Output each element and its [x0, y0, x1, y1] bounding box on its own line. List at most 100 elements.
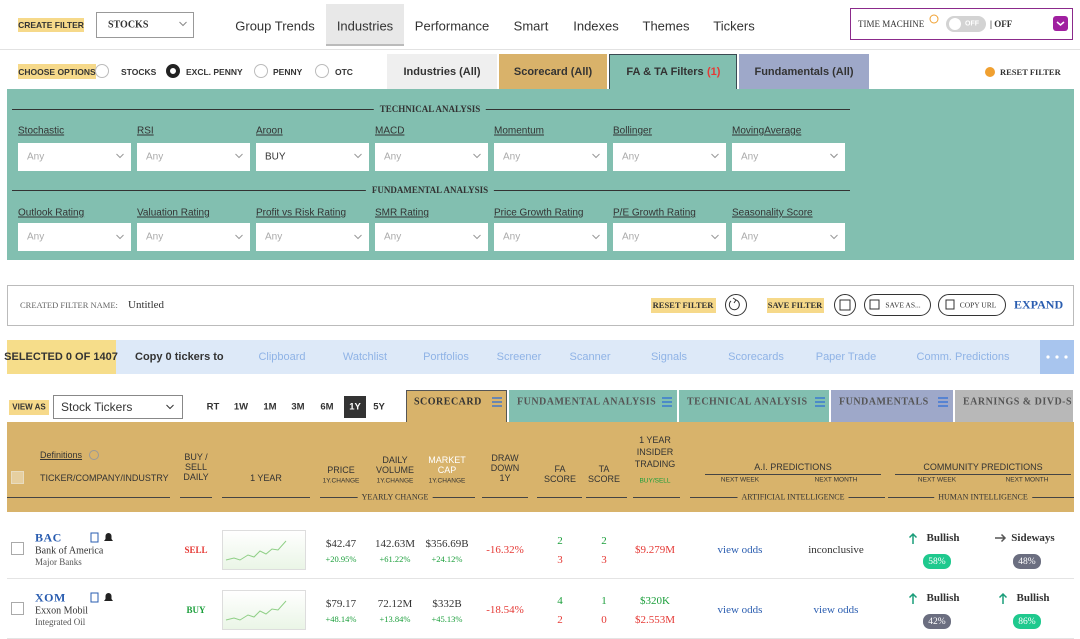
save-icon-button[interactable]: [834, 294, 856, 316]
save-as-button[interactable]: [864, 294, 931, 316]
nav-tab[interactable]: Industries: [336, 18, 394, 34]
copy-target[interactable]: Signals: [650, 351, 688, 363]
filter-label[interactable]: RSI: [137, 125, 154, 137]
nav-tab[interactable]: Smart: [513, 18, 549, 34]
filter-label[interactable]: Seasonality Score: [732, 207, 813, 219]
expand-button[interactable]: EXPAND: [1014, 297, 1064, 312]
radio[interactable]: [95, 64, 109, 78]
period-button[interactable]: 1M: [263, 401, 277, 413]
filter-dropdown[interactable]: [137, 143, 250, 171]
reset-button[interactable]: RESET FILTER: [652, 300, 714, 310]
period-button[interactable]: RT: [206, 401, 220, 413]
group-rule: [895, 474, 1071, 475]
group-label: YEARLY CHANGE: [357, 492, 433, 502]
select-all-checkbox[interactable]: [11, 471, 24, 484]
view-tab[interactable]: [831, 390, 953, 422]
nav-tab[interactable]: Performance: [414, 18, 490, 34]
option-tab[interactable]: [499, 54, 607, 89]
period-button[interactable]: 1W: [233, 401, 249, 413]
nav-tab[interactable]: Tickers: [713, 18, 755, 34]
group-rule: [633, 497, 680, 498]
copy-target[interactable]: Paper Trade: [815, 351, 877, 363]
filter-label[interactable]: Outlook Rating: [18, 207, 85, 219]
view-select[interactable]: [53, 395, 183, 419]
radio[interactable]: [315, 64, 329, 78]
period-button[interactable]: 6M: [320, 401, 334, 413]
reset-filter-button[interactable]: RESET FILTER: [1000, 67, 1061, 77]
filter-dropdown[interactable]: [18, 223, 131, 251]
copy-target[interactable]: Scorecards: [728, 351, 784, 363]
copy-target[interactable]: Clipboard: [258, 351, 306, 363]
view-tab[interactable]: [955, 390, 1073, 422]
reset-icon-button[interactable]: [725, 294, 747, 316]
radio[interactable]: [166, 64, 180, 78]
definitions-link[interactable]: Definitions: [40, 450, 83, 460]
create-filter-button[interactable]: CREATE FILTER: [18, 20, 84, 30]
filter-label[interactable]: P/E Growth Rating: [613, 207, 696, 219]
filter-label[interactable]: Valuation Rating: [137, 207, 210, 219]
ai-prediction[interactable]: inconclusive: [808, 544, 864, 556]
copy-target[interactable]: Comm. Predictions: [916, 351, 1010, 363]
filter-dropdown[interactable]: [494, 143, 607, 171]
dropdown-toggle[interactable]: [1053, 16, 1068, 31]
filter-label[interactable]: Aroon: [256, 125, 283, 137]
filter-label[interactable]: Profit vs Risk Rating: [256, 207, 347, 219]
ticker-link[interactable]: BAC: [35, 530, 62, 545]
view-tab[interactable]: [406, 390, 507, 422]
period-active: [344, 396, 366, 418]
filter-label[interactable]: MACD: [375, 125, 405, 137]
ai-prediction[interactable]: view odds: [717, 544, 763, 556]
filter-dropdown[interactable]: [732, 143, 845, 171]
row-checkbox[interactable]: [11, 542, 24, 555]
ai-prediction[interactable]: view odds: [813, 604, 859, 616]
bell-icon: [104, 593, 113, 601]
option-tab[interactable]: [609, 54, 737, 89]
copy-target[interactable]: Screener: [496, 351, 542, 363]
asset-select[interactable]: [96, 12, 194, 38]
option-tab[interactable]: [387, 54, 497, 89]
nav-tab[interactable]: Themes: [642, 18, 690, 34]
filter-dropdown[interactable]: [256, 143, 369, 171]
row-checkbox[interactable]: [11, 602, 24, 615]
save-button[interactable]: SAVE FILTER: [767, 300, 823, 310]
copy-target[interactable]: Watchlist: [342, 351, 388, 363]
copy-target[interactable]: Scanner: [569, 351, 611, 363]
filter-dropdown[interactable]: [137, 223, 250, 251]
period-button[interactable]: 5Y: [373, 401, 385, 413]
filter-dropdown[interactable]: [256, 223, 369, 251]
nav-tab[interactable]: Group Trends: [235, 18, 315, 34]
top-bar: [0, 0, 1080, 50]
filter-label[interactable]: Momentum: [494, 125, 545, 137]
column-header: BUY / SELL DAILY: [183, 452, 209, 482]
copy-url-button[interactable]: [938, 294, 1006, 316]
option-tab[interactable]: [739, 54, 869, 89]
filter-label[interactable]: Stochastic: [18, 125, 65, 137]
filter-dropdown[interactable]: [613, 143, 726, 171]
filter-dropdown[interactable]: [494, 223, 607, 251]
ticker-link[interactable]: XOM: [35, 590, 66, 605]
community-percent: 58%: [928, 556, 946, 567]
view-tab[interactable]: [509, 390, 677, 422]
filter-label[interactable]: MovingAverage: [732, 125, 802, 137]
caret-icon: [711, 234, 719, 240]
filter-label[interactable]: Bollinger: [613, 125, 652, 137]
column-header: 1 YEAR: [250, 473, 282, 483]
radio[interactable]: [254, 64, 268, 78]
filter-dropdown[interactable]: [732, 223, 845, 251]
filter-dropdown[interactable]: [613, 223, 726, 251]
filter-label[interactable]: SMR Rating: [375, 207, 429, 219]
change-cell: +20.95%: [325, 554, 357, 564]
filter-dropdown[interactable]: [375, 223, 488, 251]
filter-dropdown[interactable]: [18, 143, 131, 171]
filter-label[interactable]: Price Growth Rating: [494, 207, 584, 219]
copy-target[interactable]: Portfolios: [423, 351, 469, 363]
arrow-icon: [995, 533, 1007, 543]
period-button[interactable]: 1Y: [349, 401, 361, 413]
filter-dropdown[interactable]: [375, 143, 488, 171]
caret-icon: [116, 234, 124, 240]
ai-prediction[interactable]: view odds: [717, 604, 763, 616]
price-cell: $356.69B: [425, 538, 469, 550]
view-tab[interactable]: [679, 390, 829, 422]
period-button[interactable]: 3M: [291, 401, 305, 413]
nav-tab[interactable]: Indexes: [573, 18, 619, 34]
